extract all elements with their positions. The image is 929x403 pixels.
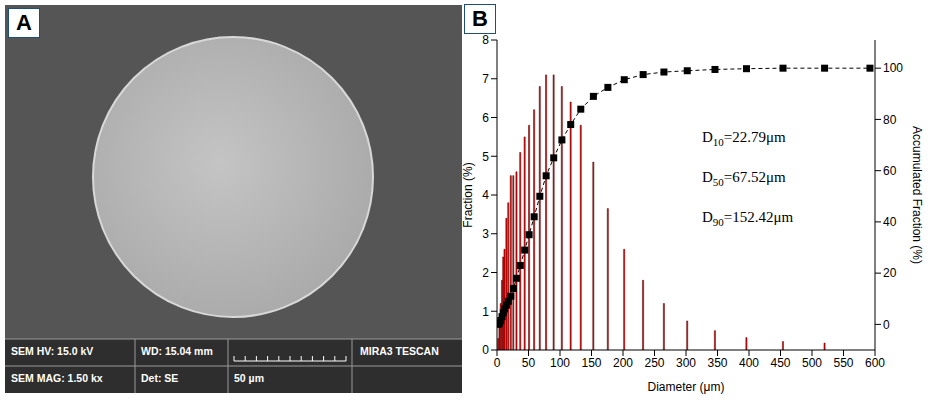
svg-text:60: 60: [883, 164, 897, 178]
svg-text:80: 80: [883, 113, 897, 127]
svg-text:0: 0: [883, 318, 890, 332]
svg-text:500: 500: [802, 356, 822, 370]
svg-text:100: 100: [883, 61, 903, 75]
svg-text:400: 400: [739, 356, 759, 370]
svg-text:0: 0: [494, 356, 501, 370]
html-text:D10=22.79μm: D10=22.79μm: [702, 129, 786, 148]
svg-text:0: 0: [482, 343, 489, 357]
html-text:D90=152.42μm: D90=152.42μm: [702, 209, 794, 228]
svg-text:550: 550: [833, 356, 853, 370]
svg-text:6: 6: [482, 111, 489, 125]
svg-text:MIRA3 TESCAN: MIRA3 TESCAN: [360, 345, 439, 357]
svg-text:Diameter (μm): Diameter (μm): [648, 380, 725, 394]
svg-text:250: 250: [644, 356, 664, 370]
svg-text:Det: SE: Det: SE: [141, 372, 178, 384]
svg-text:Fraction (%): Fraction (%): [462, 162, 475, 227]
svg-text:150: 150: [581, 356, 601, 370]
svg-text:WD: 15.04 mm: WD: 15.04 mm: [141, 345, 213, 357]
svg-text:Accumulated Fraction (%): Accumulated Fraction (%): [910, 126, 924, 264]
svg-text:5: 5: [482, 150, 489, 164]
svg-text:SEM HV: 15.0 kV: SEM HV: 15.0 kV: [11, 345, 93, 357]
svg-text:200: 200: [613, 356, 633, 370]
svg-text:50: 50: [522, 356, 536, 370]
html-text:A: A: [16, 10, 32, 35]
svg-text:2: 2: [482, 266, 489, 280]
svg-text:4: 4: [482, 188, 489, 202]
svg-text:350: 350: [707, 356, 727, 370]
svg-text:1: 1: [482, 305, 489, 319]
svg-text:300: 300: [676, 356, 696, 370]
svg-text:3: 3: [482, 227, 489, 241]
html-text:B: B: [472, 6, 488, 31]
svg-text:7: 7: [482, 72, 489, 86]
svg-text:20: 20: [883, 266, 897, 280]
svg-text:100: 100: [550, 356, 570, 370]
svg-text:50 µm: 50 µm: [234, 372, 264, 384]
svg-text:450: 450: [770, 356, 790, 370]
html-text:D50=67.52μm: D50=67.52μm: [702, 169, 786, 188]
svg-text:SEM MAG: 1.50 kx: SEM MAG: 1.50 kx: [11, 372, 103, 384]
svg-text:40: 40: [883, 215, 897, 229]
svg-text:600: 600: [865, 356, 885, 370]
svg-text:8: 8: [482, 33, 489, 47]
